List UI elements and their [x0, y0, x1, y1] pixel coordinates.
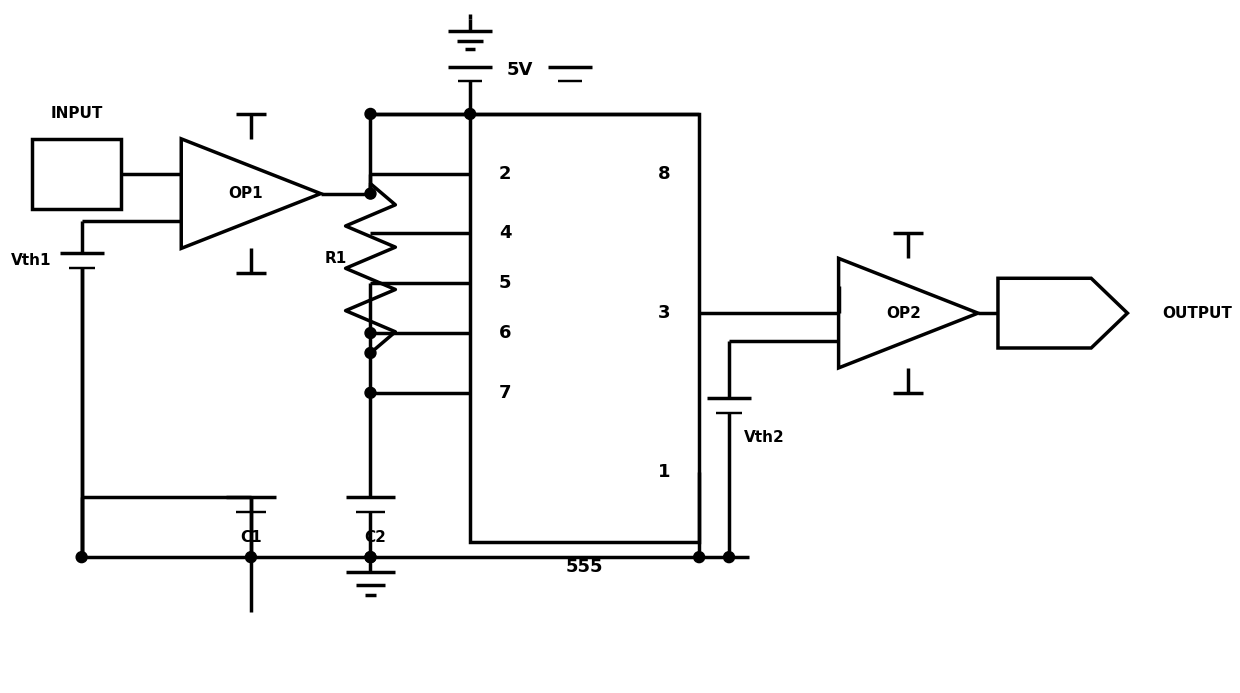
Text: 4: 4: [498, 225, 511, 243]
Circle shape: [365, 347, 376, 358]
Circle shape: [693, 552, 704, 563]
Polygon shape: [181, 139, 321, 248]
Circle shape: [365, 109, 376, 119]
Polygon shape: [998, 279, 1127, 348]
Text: OUTPUT: OUTPUT: [1162, 306, 1233, 321]
Text: 3: 3: [658, 304, 671, 322]
Text: 1: 1: [658, 464, 671, 482]
Circle shape: [365, 387, 376, 398]
Circle shape: [724, 552, 734, 563]
Text: 555: 555: [565, 558, 604, 576]
Circle shape: [365, 328, 376, 339]
Circle shape: [365, 188, 376, 199]
Circle shape: [365, 552, 376, 563]
Polygon shape: [32, 139, 122, 209]
Text: OP1: OP1: [228, 186, 263, 201]
Text: Vth2: Vth2: [744, 430, 785, 445]
Circle shape: [76, 552, 87, 563]
Text: OP2: OP2: [885, 306, 921, 321]
Text: Vth1: Vth1: [11, 254, 52, 268]
Text: R1: R1: [325, 251, 347, 266]
Circle shape: [246, 552, 257, 563]
Text: C2: C2: [365, 529, 387, 545]
Bar: [470, 114, 699, 542]
Text: 2: 2: [498, 165, 511, 183]
Text: 6: 6: [498, 324, 511, 342]
Text: INPUT: INPUT: [51, 107, 103, 121]
Circle shape: [465, 109, 476, 119]
Text: 7: 7: [498, 384, 511, 402]
Text: C1: C1: [241, 529, 262, 545]
Text: 5: 5: [498, 274, 511, 292]
Circle shape: [365, 552, 376, 563]
Text: 5V: 5V: [507, 61, 533, 79]
Text: 8: 8: [658, 165, 671, 183]
Polygon shape: [838, 258, 978, 368]
